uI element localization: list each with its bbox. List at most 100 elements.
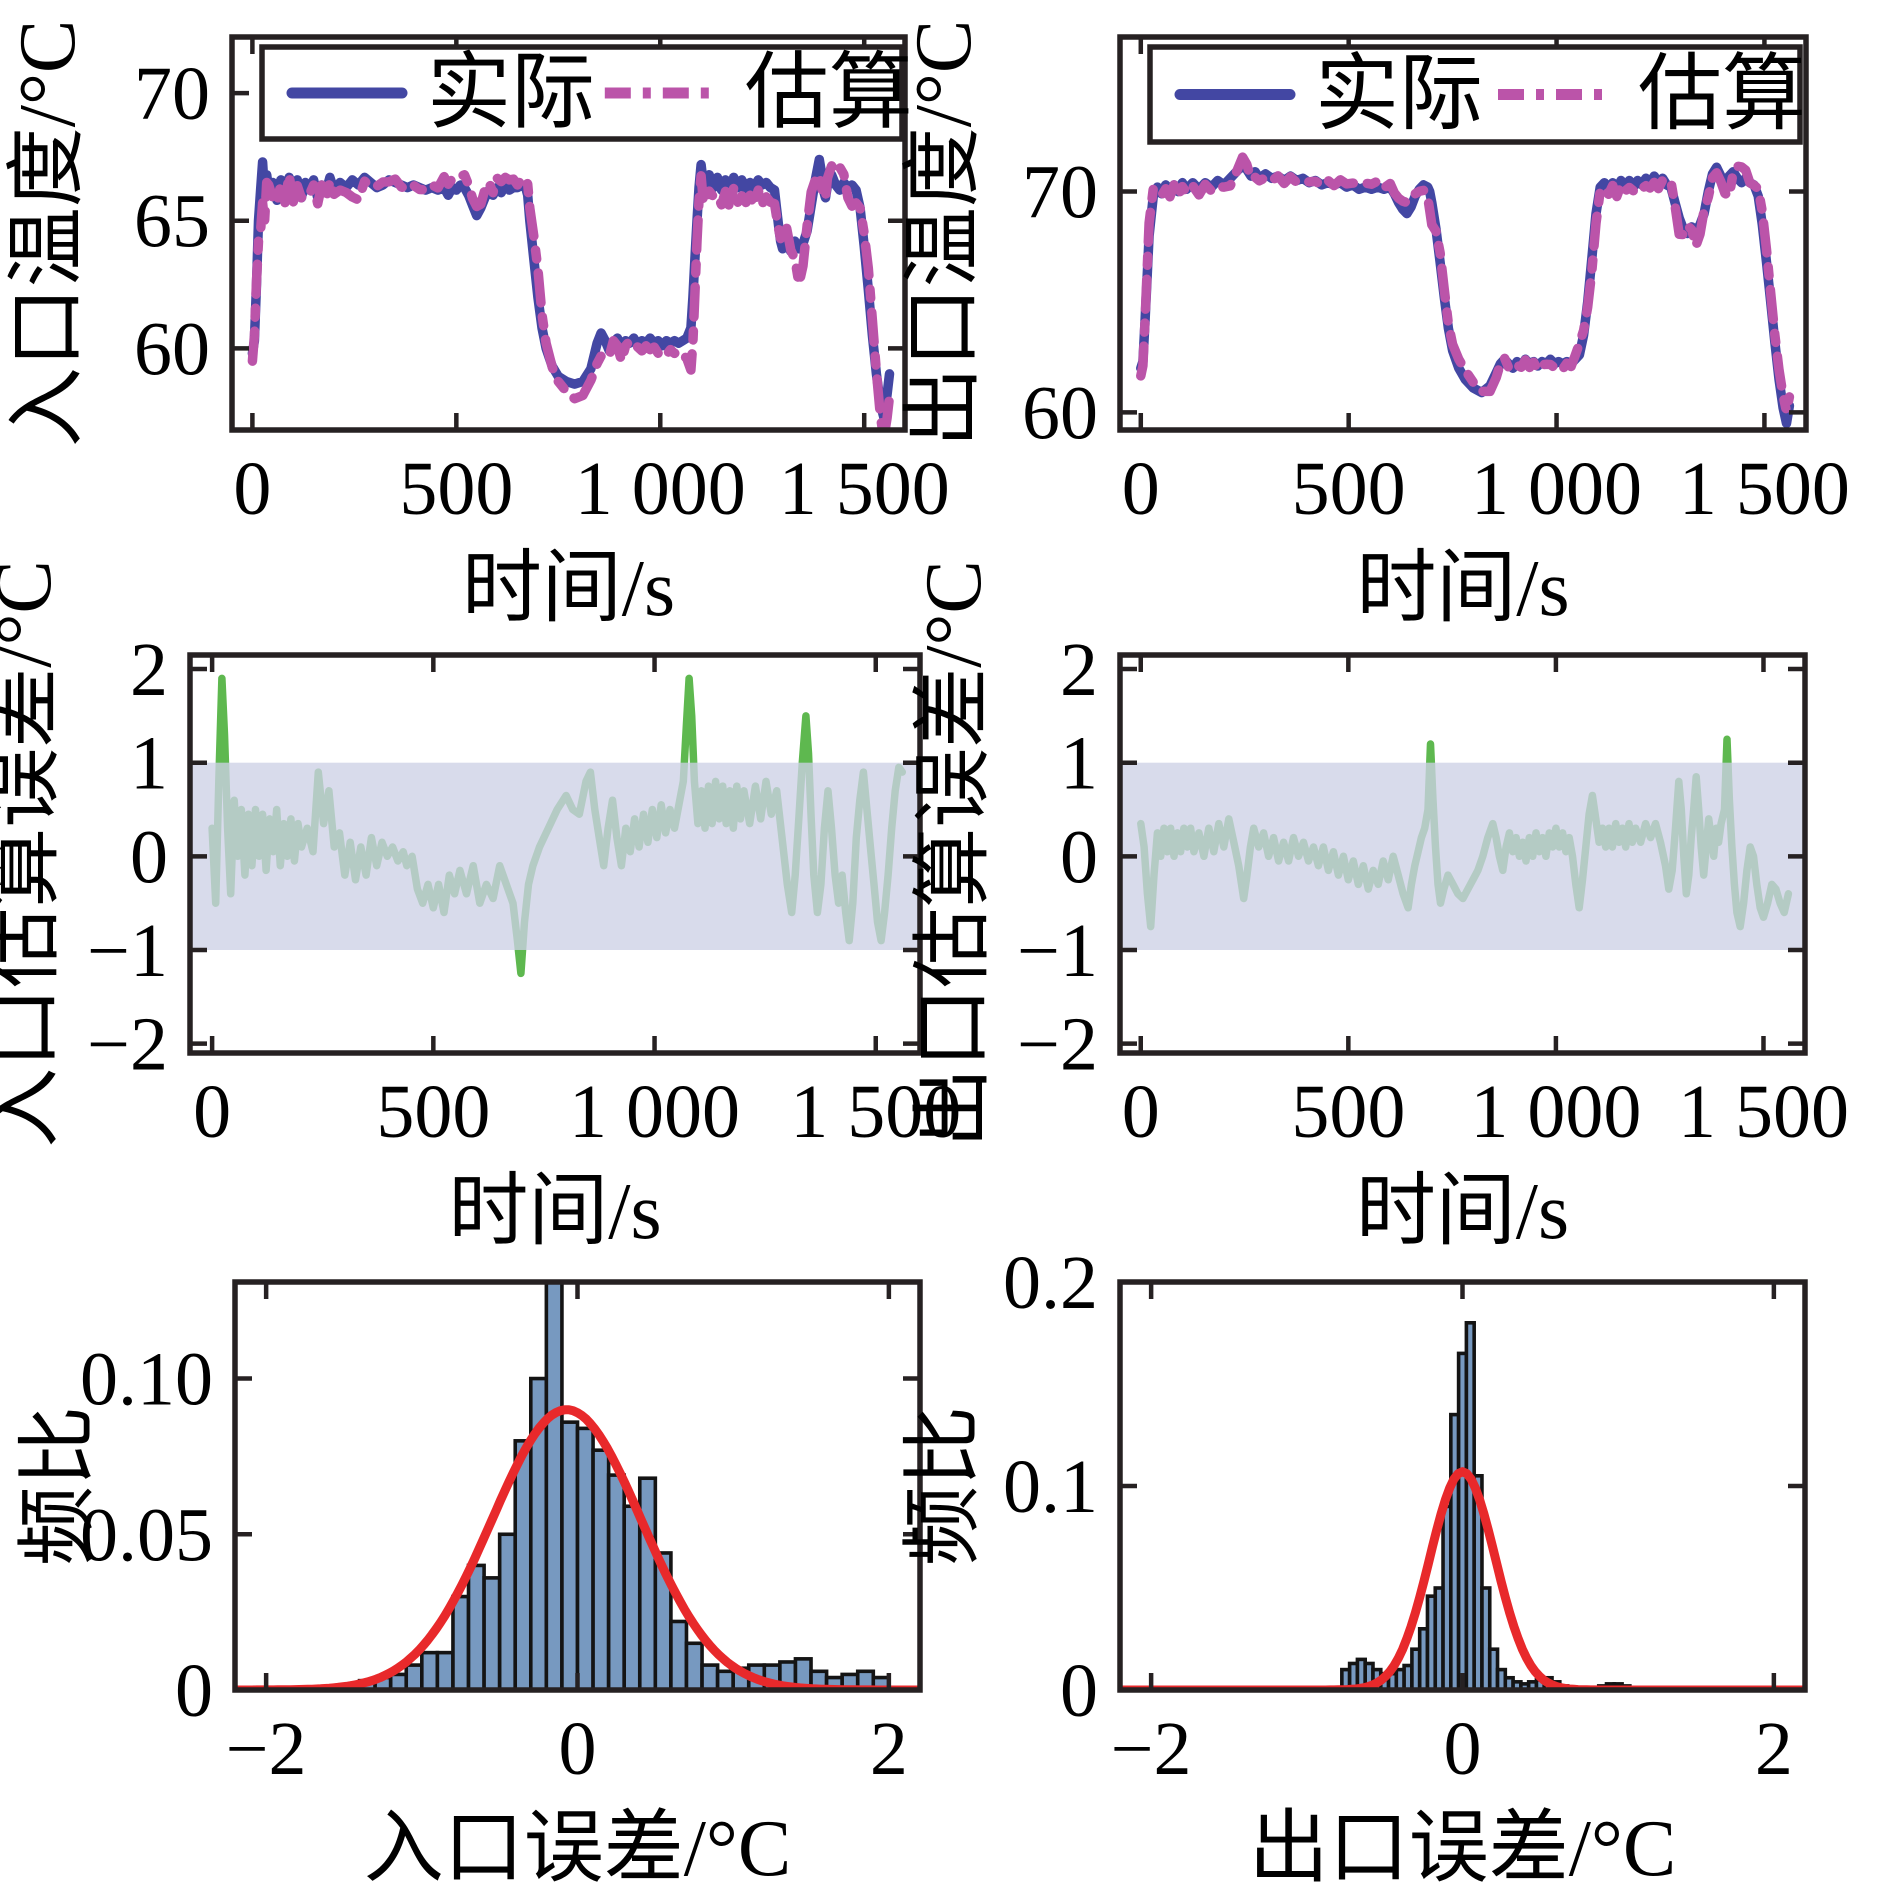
outlet-error-x-axis-label: 时间/s (1356, 1168, 1569, 1256)
outlet-temp-axes-box (1117, 34, 1809, 433)
hist-bar (482, 1576, 502, 1690)
inlet-error-x-axis-label: 时间/s (448, 1168, 661, 1256)
outlet-error-y-axis-label: 出口估算误差/°C (910, 560, 998, 1148)
hist-bar (1480, 1586, 1492, 1690)
inlet-error-y-tick-label: 2 (130, 628, 168, 712)
inlet-temp-y-axis-label: 入口温度/°C (4, 20, 92, 448)
plot-area-outlet-error (1120, 735, 1805, 950)
inlet-hist-y-tick-label: 0.10 (80, 1338, 213, 1422)
legend-actual-label: 实际 (427, 47, 595, 140)
hist-bar (637, 1476, 658, 1690)
plot-area-outlet-hist (1120, 1321, 1805, 1690)
hist-bar (466, 1563, 486, 1690)
inlet-error-x-tick-label: 1 500 (790, 1070, 961, 1154)
inlet-hist-x-tick-label: 2 (870, 1707, 908, 1791)
plot-area-inlet-hist (235, 1282, 920, 1690)
outlet-error-y-tick-label: −2 (1017, 1003, 1098, 1087)
outlet-error-x-tick-label: 500 (1291, 1070, 1405, 1154)
inlet-error-x-tick-label: 0 (193, 1070, 231, 1154)
inlet-temp-x-tick-label: 500 (399, 447, 513, 531)
inlet-hist-y-tick-label: 0.05 (80, 1493, 213, 1577)
hist-bar (715, 1669, 735, 1690)
legend-actual-label: 实际 (1315, 49, 1483, 142)
outlet-hist-x-axis-label: 出口误差/°C (1249, 1805, 1677, 1887)
inlet-error-axes-box (187, 652, 923, 1056)
inlet-error-y-axis-label: 入口估算误差/°C (0, 560, 68, 1148)
plot-area-outlet-temp (1136, 152, 1795, 429)
hist-bar (404, 1663, 424, 1690)
inlet-temp-x-tick-label: 1 500 (779, 447, 950, 531)
hist-bar (591, 1448, 611, 1690)
inlet-error-y-tick-label: 1 (130, 722, 168, 806)
outlet-hist-y-tick-label: 0 (1060, 1649, 1098, 1733)
outlet-temp-legend: 实际 估算 (1147, 44, 1806, 145)
inlet-error-y-tick-label: 0 (130, 815, 168, 899)
inlet-temp-y-tick-label: 65 (134, 180, 210, 264)
subplot-inlet-error: 0 500 1 000 1 500 2 1 0 −1 −2 时间/s 入口估算误差/°C (0, 560, 961, 1256)
hist-bar (497, 1532, 518, 1690)
hist-bar (575, 1426, 595, 1690)
outlet-error-y-tick-label: 2 (1060, 628, 1098, 712)
outlet-error-y-tick-label: 1 (1060, 722, 1098, 806)
outlet-hist-y-tick-label: 0.1 (1003, 1445, 1098, 1529)
legend-box (1147, 44, 1803, 145)
hist-bar (700, 1663, 720, 1690)
outlet-temp-x-axis-label: 时间/s (1356, 545, 1569, 633)
hist-bar (513, 1439, 533, 1690)
inlet-error-ticks (190, 655, 920, 1053)
legend-estimated-label: 估算 (1638, 49, 1806, 142)
inlet-temp-estimated-line (247, 161, 895, 430)
legend-estimated-label: 估算 (745, 47, 913, 140)
hist-bar (560, 1420, 580, 1690)
hist-bar (684, 1641, 704, 1690)
inlet-temp-axes-box (229, 34, 908, 433)
outlet-hist-x-tick-label: −2 (1111, 1707, 1192, 1791)
subplot-inlet-temp: 0 500 1 000 1 500 70 65 60 时间/s 入口温度/°C 实际 估算 (4, 20, 950, 633)
outlet-hist-y-axis-label: 频比 (900, 1406, 988, 1566)
inlet-temp-x-axis-label: 时间/s (462, 545, 675, 633)
outlet-error-x-tick-label: 1 500 (1678, 1070, 1849, 1154)
outlet-hist-y-tick-label: 0.2 (1003, 1241, 1098, 1325)
inlet-hist-bars (357, 1282, 891, 1690)
hist-bar (622, 1504, 642, 1690)
subplot-outlet-error: 0 500 1 000 1 500 2 1 0 −1 −2 时间/s 出口估算误差/°C (910, 560, 1849, 1256)
outlet-error-confidence-band (1120, 762, 1805, 950)
outlet-error-x-tick-label: 0 (1122, 1070, 1160, 1154)
outlet-error-y-tick-label: −1 (1017, 909, 1098, 993)
hist-bar (451, 1594, 471, 1690)
inlet-hist-x-tick-label: −2 (226, 1707, 307, 1791)
outlet-error-ticks (1120, 655, 1805, 1053)
inlet-error-y-tick-label: −2 (87, 1003, 168, 1087)
outlet-error-x-tick-label: 1 000 (1470, 1070, 1641, 1154)
inlet-error-x-tick-label: 1 000 (569, 1070, 740, 1154)
inlet-error-y-tick-label: −1 (87, 909, 168, 993)
inlet-temp-legend: 实际 估算 (259, 44, 913, 142)
outlet-temp-estimated-line (1136, 152, 1795, 417)
inlet-hist-x-tick-label: 0 (559, 1707, 597, 1791)
outlet-hist-x-tick-label: 2 (1755, 1707, 1793, 1791)
inlet-error-x-tick-label: 500 (376, 1070, 490, 1154)
outlet-temp-y-tick-label: 60 (1022, 371, 1098, 455)
hist-bar (544, 1282, 564, 1690)
outlet-hist-ticks (1120, 1279, 1805, 1693)
outlet-temp-x-tick-label: 0 (1122, 447, 1160, 531)
outlet-hist-gauss-curve (1120, 1467, 1805, 1690)
outlet-temp-x-tick-label: 500 (1292, 447, 1406, 531)
plot-area-inlet-error (190, 674, 920, 978)
hist-bar (669, 1619, 689, 1690)
inlet-hist-x-axis-label: 入口误差/°C (364, 1805, 792, 1887)
outlet-temp-x-tick-label: 1 500 (1679, 447, 1850, 531)
hist-bar (420, 1650, 440, 1690)
inlet-temp-y-tick-label: 70 (134, 52, 210, 136)
hist-bar (606, 1473, 627, 1690)
outlet-hist-x-tick-label: 0 (1444, 1707, 1482, 1791)
inlet-error-confidence-band (190, 762, 920, 950)
outlet-error-axes-box (1117, 652, 1808, 1056)
outlet-temp-y-axis-label: 出口温度/°C (900, 20, 988, 448)
hist-bar (435, 1650, 455, 1690)
inlet-temp-x-tick-label: 0 (233, 447, 271, 531)
